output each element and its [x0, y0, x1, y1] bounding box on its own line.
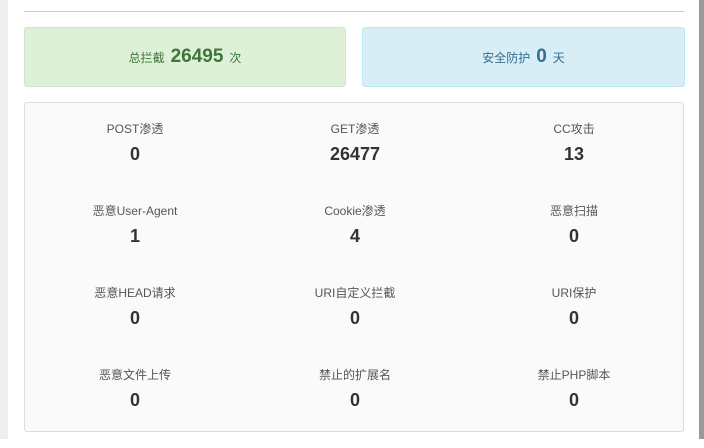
stat-item: 恶意扫描 0 — [465, 202, 683, 284]
stat-value: 0 — [129, 308, 140, 328]
stat-item: Cookie渗透 4 — [245, 202, 465, 284]
stat-label: 禁止PHP脚本 — [537, 368, 611, 382]
background-overlay-left — [0, 0, 8, 439]
stat-label: URI保护 — [551, 286, 597, 300]
stat-item: 恶意HEAD请求 0 — [25, 284, 245, 366]
stat-label: GET渗透 — [330, 122, 380, 136]
stat-label: CC攻击 — [553, 122, 595, 136]
stat-item: 禁止PHP脚本 0 — [465, 366, 683, 448]
stat-label: 恶意User-Agent — [92, 204, 178, 218]
days-label: 安全防护 — [482, 50, 531, 65]
stat-item: URI自定义拦截 0 — [245, 284, 465, 366]
stat-label: 恶意扫描 — [549, 204, 598, 218]
stat-value: 0 — [349, 308, 360, 328]
total-unit: 次 — [229, 50, 242, 65]
stat-item: CC攻击 13 — [465, 120, 683, 202]
stat-value: 0 — [129, 390, 140, 410]
stat-value: 0 — [129, 144, 140, 164]
stat-label: Cookie渗透 — [324, 204, 386, 218]
stat-label: URI自定义拦截 — [314, 286, 396, 300]
stat-item: URI保护 0 — [465, 284, 683, 366]
stats-panel: POST渗透 0 GET渗透 26477 CC攻击 13 恶意User-Agent 1 Cook… — [24, 102, 684, 432]
background-overlay-right — [699, 0, 704, 439]
stat-value: 4 — [349, 226, 360, 246]
stat-value: 0 — [568, 390, 579, 410]
stat-value: 13 — [563, 144, 585, 164]
days-unit: 天 — [552, 50, 565, 65]
stat-item: 恶意文件上传 0 — [25, 366, 245, 448]
protection-days-card: 安全防护 0 天 — [362, 27, 685, 87]
stat-item: GET渗透 26477 — [245, 120, 465, 202]
divider — [24, 11, 684, 12]
stat-label: POST渗透 — [106, 122, 164, 136]
stat-value: 0 — [568, 308, 579, 328]
stat-label: 禁止的扩展名 — [318, 368, 391, 382]
stat-value: 1 — [129, 226, 140, 246]
stat-item: 禁止的扩展名 0 — [245, 366, 465, 448]
total-label: 总拦截 — [128, 50, 165, 65]
total-value: 26495 — [170, 46, 224, 67]
stat-value: 0 — [568, 226, 579, 246]
total-blocked-card: 总拦截 26495 次 — [24, 27, 346, 87]
stat-label: 恶意文件上传 — [98, 368, 171, 382]
stat-item: POST渗透 0 — [25, 120, 245, 202]
stat-value: 0 — [349, 390, 360, 410]
stat-item: 恶意User-Agent 1 — [25, 202, 245, 284]
stat-value: 26477 — [329, 144, 381, 164]
days-value: 0 — [536, 46, 547, 67]
stat-label: 恶意HEAD请求 — [94, 286, 176, 300]
